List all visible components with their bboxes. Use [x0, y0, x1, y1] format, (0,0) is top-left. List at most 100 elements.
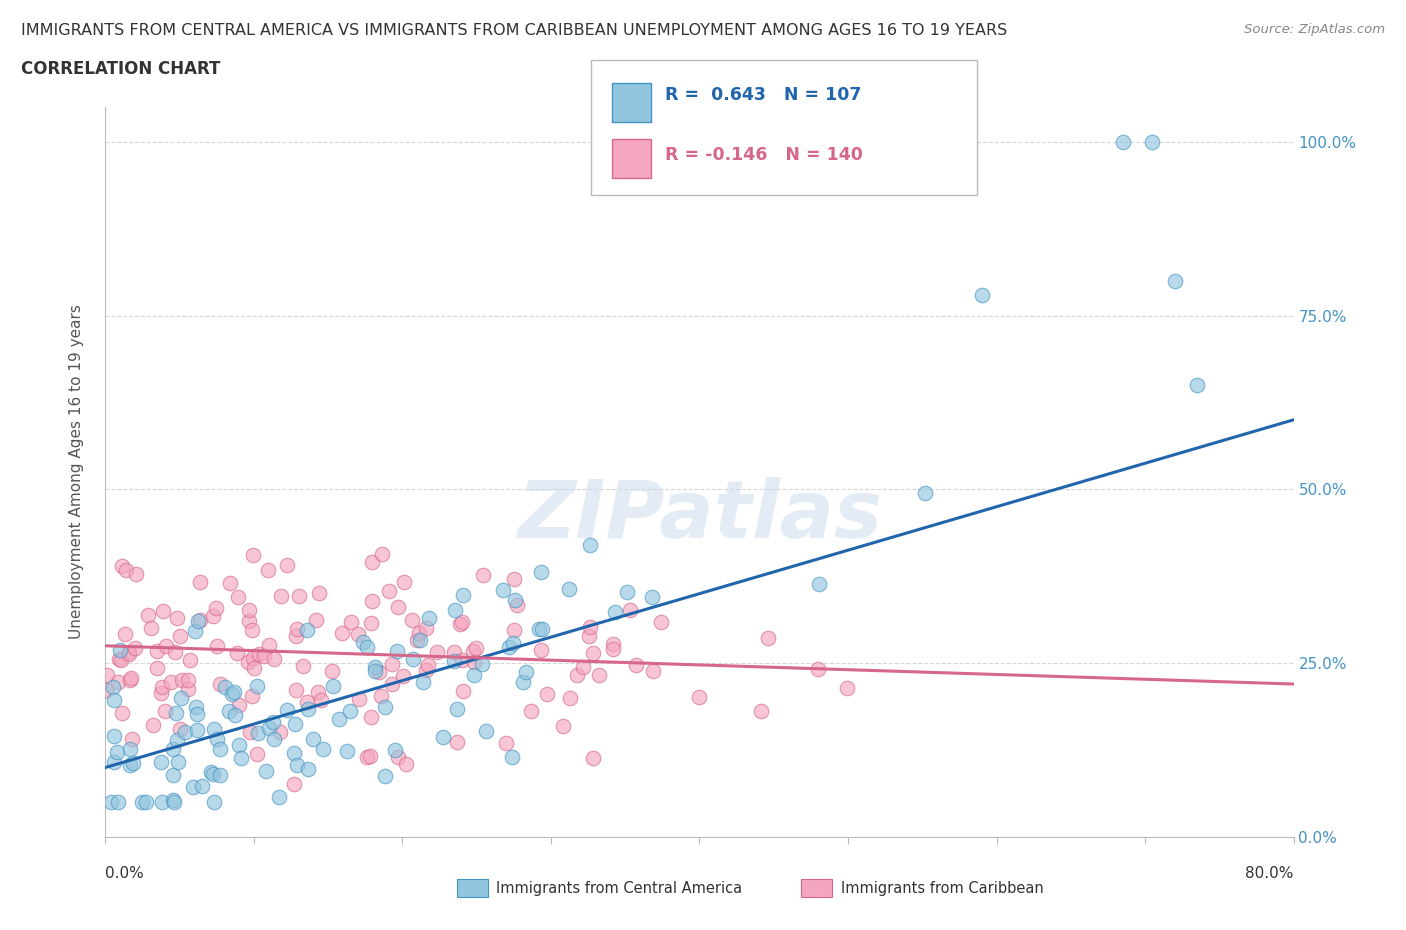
Point: [295, 622, 318, 637]
Point: [502, 636, 524, 651]
Point: [503, 622, 526, 637]
Point: [322, 679, 344, 694]
Point: [246, 725, 269, 740]
Point: [1142, 134, 1164, 149]
Point: [449, 617, 471, 631]
Point: [312, 742, 335, 757]
Point: [107, 795, 129, 810]
Point: [370, 546, 392, 561]
Text: R = -0.146   N = 140: R = -0.146 N = 140: [665, 147, 863, 165]
Point: [835, 681, 858, 696]
Point: [602, 642, 624, 657]
Point: [257, 721, 280, 736]
Point: [285, 683, 308, 698]
Point: [336, 744, 359, 759]
Point: [238, 613, 260, 628]
Point: [578, 628, 600, 643]
Point: [208, 677, 231, 692]
Point: [579, 538, 602, 552]
Point: [246, 678, 269, 693]
Point: [328, 711, 350, 726]
Point: [221, 686, 243, 701]
Point: [374, 769, 396, 784]
Point: [188, 575, 211, 590]
Point: [588, 668, 610, 683]
Point: [352, 634, 374, 649]
Point: [361, 593, 384, 608]
Point: [463, 644, 485, 658]
Point: [446, 734, 468, 749]
Point: [166, 733, 188, 748]
Point: [1185, 378, 1208, 392]
Point: [149, 755, 172, 770]
Point: [360, 554, 382, 569]
Point: [1164, 273, 1187, 288]
Point: [602, 637, 624, 652]
Point: [360, 710, 382, 724]
Point: [284, 717, 307, 732]
Point: [121, 731, 143, 746]
Text: Source: ZipAtlas.com: Source: ZipAtlas.com: [1244, 23, 1385, 36]
Point: [118, 757, 141, 772]
Point: [283, 745, 305, 760]
Point: [401, 651, 423, 666]
Point: [170, 672, 193, 687]
Point: [118, 646, 141, 661]
Point: [370, 688, 392, 703]
Text: ZIPatlas: ZIPatlas: [517, 477, 882, 555]
Point: [263, 732, 285, 747]
Point: [463, 667, 485, 682]
Point: [443, 603, 465, 618]
Point: [262, 714, 284, 729]
Point: [288, 589, 311, 604]
Point: [643, 664, 665, 679]
Point: [253, 649, 276, 664]
Point: [297, 762, 319, 777]
Point: [222, 685, 245, 700]
Point: [285, 629, 308, 644]
Point: [247, 646, 270, 661]
Point: [530, 565, 553, 579]
Point: [242, 623, 264, 638]
Point: [501, 750, 523, 764]
Point: [202, 766, 225, 781]
Point: [619, 603, 641, 618]
Point: [364, 664, 387, 679]
Point: [187, 614, 209, 629]
Point: [387, 600, 409, 615]
Point: [269, 790, 291, 804]
Point: [432, 729, 454, 744]
Point: [256, 563, 278, 578]
Point: [492, 583, 515, 598]
Point: [103, 693, 125, 708]
Text: Immigrants from Central America: Immigrants from Central America: [496, 881, 742, 896]
Point: [152, 604, 174, 618]
Point: [209, 767, 232, 782]
Point: [368, 665, 391, 680]
Point: [139, 620, 162, 635]
Point: [582, 751, 605, 765]
Point: [565, 668, 588, 683]
Point: [162, 768, 184, 783]
Text: IMMIGRANTS FROM CENTRAL AMERICA VS IMMIGRANTS FROM CARIBBEAN UNEMPLOYMENT AMONG : IMMIGRANTS FROM CENTRAL AMERICA VS IMMIG…: [21, 23, 1007, 38]
Point: [186, 723, 208, 737]
Point: [415, 663, 437, 678]
Point: [169, 722, 191, 737]
Point: [530, 642, 553, 657]
Text: R =  0.643   N = 107: R = 0.643 N = 107: [665, 86, 862, 104]
Point: [347, 627, 370, 642]
Point: [970, 287, 993, 302]
Point: [475, 724, 498, 738]
Point: [202, 795, 225, 810]
Point: [530, 621, 553, 636]
Point: [359, 749, 381, 764]
Point: [142, 718, 165, 733]
Point: [536, 686, 558, 701]
Point: [302, 732, 325, 747]
Point: [276, 558, 298, 573]
Point: [270, 589, 292, 604]
Point: [167, 755, 190, 770]
Point: [184, 624, 207, 639]
Point: [387, 644, 409, 658]
Point: [412, 675, 434, 690]
